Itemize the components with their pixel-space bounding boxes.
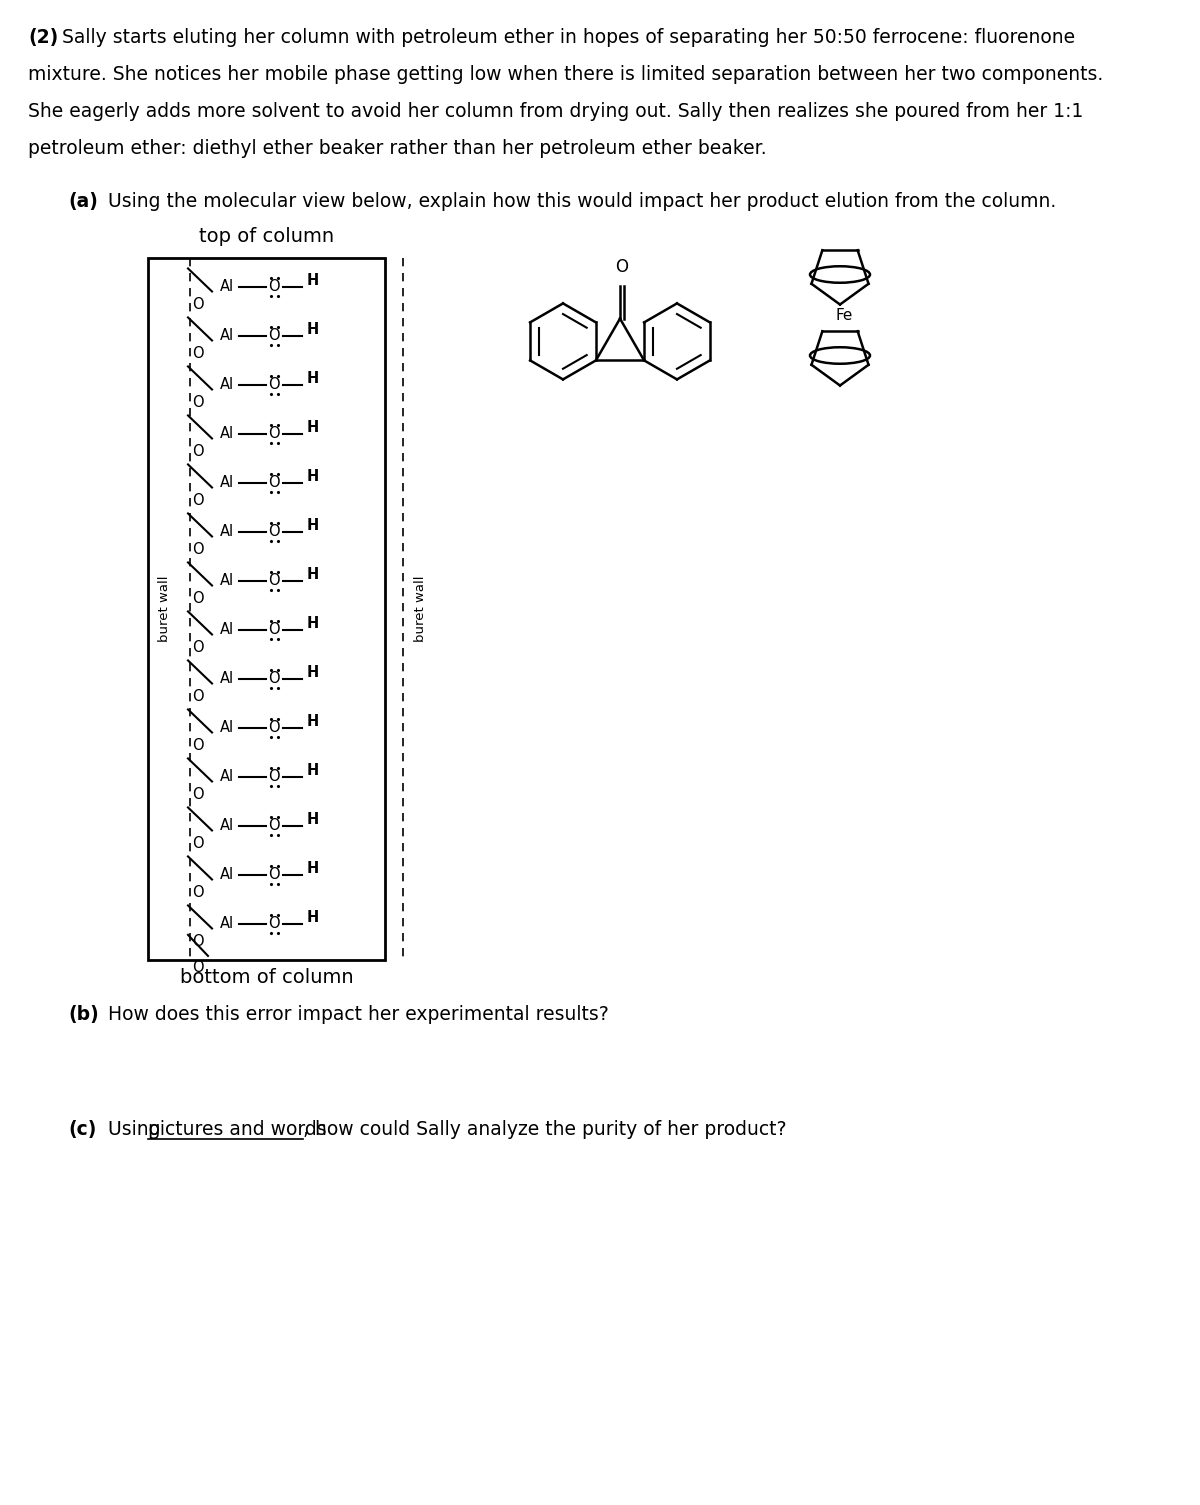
Text: O: O (268, 476, 280, 491)
Text: H: H (307, 518, 319, 533)
Text: H: H (307, 813, 319, 828)
Text: H: H (307, 911, 319, 926)
Text: H: H (307, 272, 319, 287)
Text: How does this error impact her experimental results?: How does this error impact her experimen… (96, 1005, 608, 1023)
Text: H: H (307, 616, 319, 631)
Text: Al: Al (220, 622, 234, 637)
Text: Al: Al (220, 769, 234, 784)
Text: petroleum ether: diethyl ether beaker rather than her petroleum ether beaker.: petroleum ether: diethyl ether beaker ra… (28, 138, 767, 158)
Text: O: O (268, 719, 280, 734)
Text: (b): (b) (68, 1005, 98, 1023)
Text: Al: Al (220, 524, 234, 539)
Text: O: O (268, 328, 280, 343)
Text: H: H (307, 420, 319, 435)
Text: O: O (192, 346, 204, 361)
Text: O: O (268, 769, 280, 784)
Text: O: O (192, 960, 204, 975)
Text: O: O (192, 640, 204, 655)
Text: (a): (a) (68, 193, 98, 211)
Text: O: O (268, 917, 280, 932)
Text: O: O (192, 787, 204, 802)
Text: O: O (268, 524, 280, 539)
Text: , how could Sally analyze the purity of her product?: , how could Sally analyze the purity of … (302, 1120, 786, 1139)
Text: O: O (192, 689, 204, 704)
Text: H: H (307, 861, 319, 876)
Text: O: O (268, 867, 280, 882)
Text: O: O (268, 278, 280, 293)
Text: O: O (268, 819, 280, 834)
Bar (148, 257, 385, 960)
Text: O: O (268, 622, 280, 637)
Text: Al: Al (220, 573, 234, 588)
Text: H: H (307, 567, 319, 582)
Text: H: H (307, 470, 319, 485)
Text: Al: Al (220, 476, 234, 491)
Text: Al: Al (220, 819, 234, 834)
Text: O: O (192, 835, 204, 850)
Text: Al: Al (220, 917, 234, 932)
Text: Using the molecular view below, explain how this would impact her product elutio: Using the molecular view below, explain … (96, 193, 1056, 211)
Text: O: O (192, 542, 204, 557)
Text: O: O (192, 591, 204, 605)
Text: H: H (307, 372, 319, 387)
Text: O: O (268, 573, 280, 588)
Text: O: O (192, 885, 204, 900)
Text: O: O (616, 259, 629, 277)
Text: O: O (192, 737, 204, 752)
Text: mixture. She notices her mobile phase getting low when there is limited separati: mixture. She notices her mobile phase ge… (28, 65, 1103, 84)
Text: (2): (2) (28, 29, 59, 47)
Text: O: O (192, 492, 204, 507)
Text: O: O (192, 296, 204, 312)
Text: Sally starts eluting her column with petroleum ether in hopes of separating her : Sally starts eluting her column with pet… (56, 29, 1075, 47)
Text: bottom of column: bottom of column (180, 968, 353, 987)
Text: (c): (c) (68, 1120, 96, 1139)
Text: O: O (192, 933, 204, 948)
Text: O: O (268, 378, 280, 393)
Text: buret wall: buret wall (414, 576, 427, 643)
Text: She eagerly adds more solvent to avoid her column from drying out. Sally then re: She eagerly adds more solvent to avoid h… (28, 102, 1084, 120)
Text: O: O (268, 671, 280, 686)
Text: Al: Al (220, 378, 234, 393)
Text: Al: Al (220, 671, 234, 686)
Text: H: H (307, 665, 319, 680)
Text: H: H (307, 322, 319, 337)
Text: Fe: Fe (835, 307, 853, 322)
Text: O: O (268, 426, 280, 441)
Text: Al: Al (220, 328, 234, 343)
Text: H: H (307, 713, 319, 728)
Text: H: H (307, 763, 319, 778)
Text: Using: Using (96, 1120, 167, 1139)
Text: Al: Al (220, 719, 234, 734)
Text: Al: Al (220, 278, 234, 293)
Text: buret wall: buret wall (157, 576, 170, 643)
Text: pictures and words: pictures and words (148, 1120, 326, 1139)
Text: Al: Al (220, 426, 234, 441)
Text: Al: Al (220, 867, 234, 882)
Text: O: O (192, 394, 204, 409)
Text: top of column: top of column (199, 227, 334, 245)
Text: O: O (192, 444, 204, 459)
